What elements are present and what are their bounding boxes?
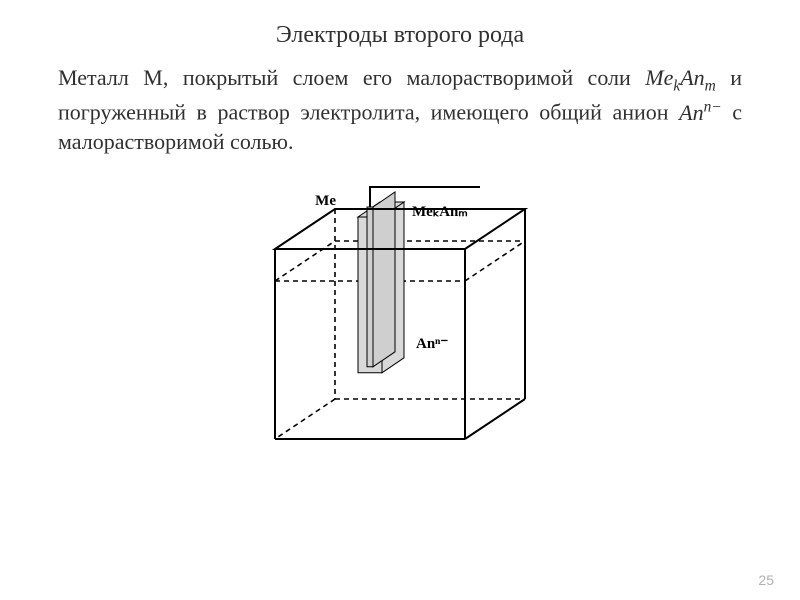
formula-anion-sup: n−: [704, 98, 722, 115]
formula-salt: MekAnm: [645, 65, 716, 90]
formula-salt-mid: An: [680, 65, 704, 90]
figure-container: Me MeₖAnₘ Anⁿ⁻: [58, 159, 742, 494]
slide-page: Электроды второго рода Металл М, покрыты…: [0, 0, 800, 600]
body-paragraph: Металл М, покрытый слоем его малораствор…: [58, 63, 742, 157]
svg-text:MeₖAnₘ: MeₖAnₘ: [412, 204, 468, 220]
formula-salt-sub2: m: [705, 77, 716, 94]
electrode-diagram: Me MeₖAnₘ Anⁿ⁻: [235, 159, 565, 489]
slide-title: Электроды второго рода: [58, 22, 742, 49]
formula-anion: Ann−: [679, 100, 722, 125]
formula-anion-base: An: [679, 100, 703, 125]
para-part1: Металл М, покрытый слоем его малораствор…: [58, 65, 645, 90]
formula-salt-base: Me: [645, 65, 673, 90]
page-number: 25: [758, 572, 774, 588]
svg-text:Me: Me: [315, 193, 336, 209]
svg-text:Anⁿ⁻: Anⁿ⁻: [416, 336, 448, 352]
